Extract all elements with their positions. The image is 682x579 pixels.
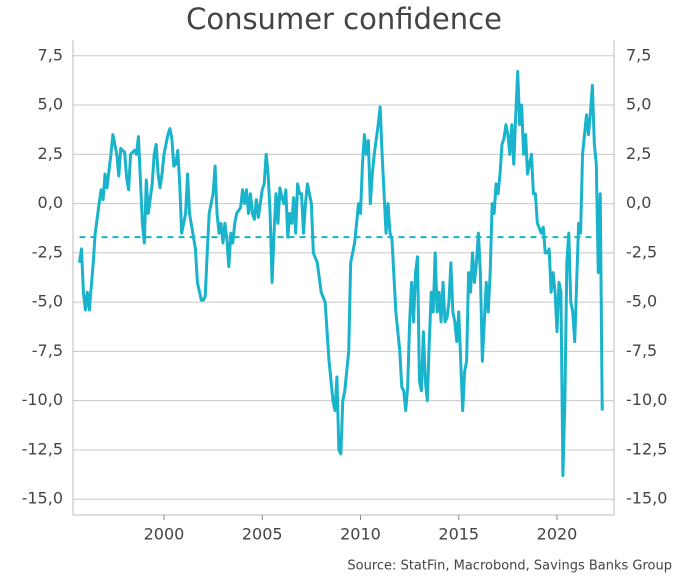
y2-tick-label: -5,0: [626, 292, 657, 311]
y-tick-label: -15,0: [22, 489, 63, 508]
y2-tick-label: -10,0: [626, 390, 667, 409]
x-tick-label: 2005: [242, 525, 283, 544]
y2-tick-label: 5,0: [626, 95, 651, 114]
y-tick-label: 2,5: [38, 144, 63, 163]
y-tick-label: 5,0: [38, 95, 63, 114]
y2-tick-label: -2,5: [626, 242, 657, 261]
x-tick-label: 2015: [438, 525, 479, 544]
x-tick-label: 2020: [537, 525, 578, 544]
y-tick-label: 0,0: [38, 193, 63, 212]
y2-tick-label: -7,5: [626, 341, 657, 360]
y2-tick-label: 2,5: [626, 144, 651, 163]
y-tick-label: -10,0: [22, 390, 63, 409]
y2-tick-label: -12,5: [626, 439, 667, 458]
y2-tick-label: 0,0: [626, 193, 651, 212]
line-series: [77, 70, 604, 478]
y2-tick-label: 7,5: [626, 45, 651, 64]
chart-title: Consumer confidence: [186, 2, 502, 36]
y-tick-label: -2,5: [32, 242, 63, 261]
y-tick-label: -7,5: [32, 341, 63, 360]
y-tick-label: -5,0: [32, 292, 63, 311]
y-tick-label: 7,5: [38, 45, 63, 64]
source: Source: StatFin, Macrobond, Savings Bank…: [347, 559, 672, 574]
x-tick-label: 2010: [340, 525, 381, 544]
y-tick-label: -12,5: [22, 439, 63, 458]
y2-tick-label: -15,0: [626, 489, 667, 508]
x-tick-label: 2000: [144, 525, 185, 544]
